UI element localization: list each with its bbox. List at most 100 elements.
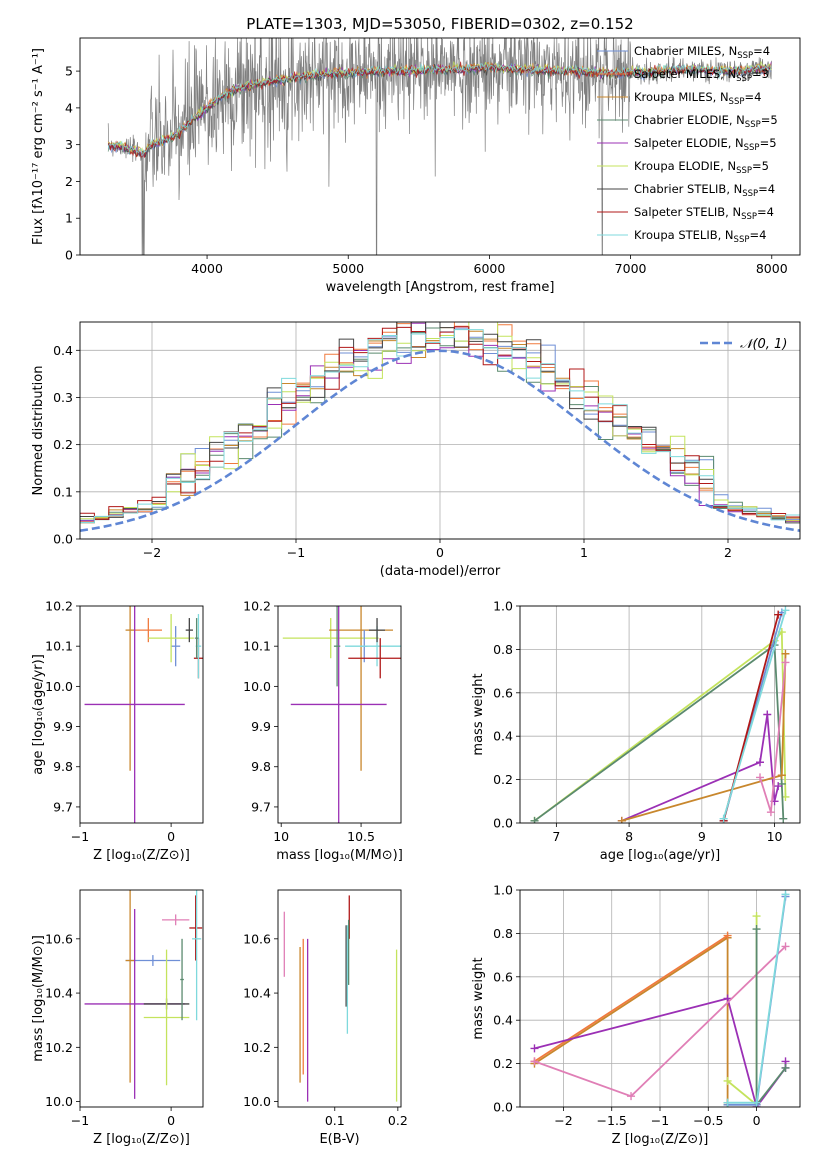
legend-subscript: SSP <box>736 74 752 84</box>
y-tick-label: 10.6 <box>243 931 271 946</box>
y-tick-label: 0.2 <box>493 772 513 787</box>
figure-title: PLATE=1303, MJD=53050, FIBERID=0302, z=0… <box>246 15 633 33</box>
y-tick-label: 10.0 <box>45 679 73 694</box>
x-axis-label: E(B-V) <box>319 1132 359 1147</box>
legend-entry: Salpeter MILES, NSSP=3 <box>634 67 769 84</box>
y-tick-label: 10.4 <box>45 986 73 1001</box>
plot-area <box>107 38 772 255</box>
y-tick-label: 1.0 <box>493 883 513 898</box>
x-tick-label: −0.5 <box>693 1113 723 1128</box>
mass-weight-marker <box>530 1044 539 1053</box>
legend-entry: Kroupa STELIB, NSSP=4 <box>634 228 766 245</box>
legend-subscript: SSP <box>736 166 752 176</box>
panel-mass-vs-Z: −1 0 10.0 10.2 10.4 10.6 Z [log₁₀(Z/Z⊙)] mass [… <box>31 889 204 1147</box>
plot-area <box>530 606 790 823</box>
plot-area <box>530 890 790 1107</box>
panel-residuals: −2 −1 0 1 2 0.0 0.1 0.2 0.3 0.4 (data-model)/error… <box>31 321 801 579</box>
y-axis-label: mass [log₁₀(M/M⊙)] <box>31 935 46 1062</box>
mass-weight-marker <box>752 925 761 934</box>
panel-mass-vs-EBV: 0.1 0.2 10.0 10.2 10.4 10.6 E(B-V) <box>243 889 408 1147</box>
y-tick-label: 2 <box>65 174 73 189</box>
y-tick-label: 0.8 <box>493 642 513 657</box>
x-tick-label: 0 <box>167 829 175 844</box>
x-axis-label: Z [log₁₀(Z/Z⊙)] <box>93 1132 190 1147</box>
legend-nssp: =4 <box>758 182 775 196</box>
mass-weight-marker <box>752 912 761 921</box>
legend-nssp: =4 <box>753 44 770 58</box>
x-tick-label: 6000 <box>474 261 506 276</box>
y-tick-label: 9.7 <box>53 799 73 814</box>
legend-subscript: SSP <box>742 189 758 199</box>
x-tick-label: 5000 <box>332 261 364 276</box>
legend-nssp: =5 <box>752 159 769 173</box>
legend-nssp: =4 <box>744 90 761 104</box>
y-tick-label: 1.0 <box>493 599 513 614</box>
mass-weight-marker <box>779 814 788 823</box>
mass-weight-marker <box>530 816 539 823</box>
x-tick-label: −1 <box>651 1113 669 1128</box>
y-tick-label: 10.0 <box>45 1094 73 1109</box>
legend-entry: Kroupa MILES, NSSP=4 <box>634 90 761 107</box>
residual-histogram-step <box>80 329 800 523</box>
axes-frame <box>79 605 204 824</box>
x-tick-label: 0.1 <box>325 1113 345 1128</box>
axes-frame <box>79 321 801 540</box>
y-tick-label: 10.2 <box>243 599 271 614</box>
y-tick-label: 9.9 <box>251 719 271 734</box>
mass-weight-line <box>533 643 785 822</box>
y-tick-label: 9.9 <box>53 719 73 734</box>
x-tick-label: 0 <box>436 545 444 560</box>
legend-subscript: SSP <box>734 235 750 245</box>
plot-area <box>283 895 398 1102</box>
x-tick-label: 4000 <box>191 261 223 276</box>
y-tick-label: 10.1 <box>243 639 271 654</box>
x-tick-label: 10 <box>273 829 289 844</box>
x-tick-label: −1 <box>71 829 89 844</box>
panel-massweight-vs-Z: −2 −1.5 −1 −0.5 0 0.0 0.2 0.4 0.6 0.8 1.0 Z [log₁₀(… <box>471 883 801 1147</box>
y-tick-label: 9.8 <box>251 759 271 774</box>
y-tick-label: 10.6 <box>45 931 73 946</box>
y-axis-label: mass weight <box>471 957 486 1039</box>
plot-area <box>84 606 203 823</box>
legend-nssp: =5 <box>761 113 778 127</box>
y-tick-label: 10.2 <box>45 599 73 614</box>
legend-nssp: =5 <box>760 136 777 150</box>
legend-entry: 𝒩(0, 1) <box>740 337 787 352</box>
x-axis-label: age [log₁₀(age/yr)] <box>600 848 721 863</box>
y-tick-label: 3 <box>65 137 73 152</box>
legend-subscript: SSP <box>729 97 745 107</box>
legend-subscript: SSP <box>745 120 761 130</box>
mass-weight-line <box>727 916 758 1107</box>
y-tick-label: 0.4 <box>493 1013 513 1028</box>
x-tick-label: 0.2 <box>388 1113 408 1128</box>
y-axis-label: mass weight <box>471 673 486 755</box>
axes-frame <box>519 889 801 1108</box>
x-tick-label: 2 <box>724 545 732 560</box>
mass-weight-marker <box>723 994 732 1003</box>
x-tick-label: 1 <box>580 545 588 560</box>
y-axis-label: Flux [fλ10⁻¹⁷ erg cm⁻² s⁻¹ A⁻¹] <box>31 48 46 245</box>
y-tick-label: 0 <box>65 248 73 263</box>
model-spectrum-line <box>107 62 772 157</box>
y-tick-label: 10.4 <box>243 986 271 1001</box>
x-axis-label: Z [log₁₀(Z/Z⊙)] <box>93 848 190 863</box>
plot-area <box>80 322 800 532</box>
mass-weight-marker <box>756 758 764 767</box>
y-tick-label: 9.8 <box>53 759 73 774</box>
legend-subscript: SSP <box>744 143 760 153</box>
x-tick-label: −1 <box>287 545 305 560</box>
mass-weight-marker <box>627 1092 636 1101</box>
spectrum-legend: Chabrier MILES, NSSP=4 Salpeter MILES, NS… <box>597 44 778 245</box>
y-tick-label: 0.0 <box>493 816 513 831</box>
legend-subscript: SSP <box>741 212 757 222</box>
y-tick-label: 0.2 <box>53 437 73 452</box>
x-tick-label: −2 <box>554 1113 572 1128</box>
y-tick-label: 10.2 <box>243 1040 271 1055</box>
mass-weight-marker <box>752 1098 761 1107</box>
mass-weight-marker <box>723 1076 732 1085</box>
x-axis-label: (data-model)/error <box>380 564 501 579</box>
legend-entry: Chabrier MILES, NSSP=4 <box>634 44 770 61</box>
mass-weight-marker <box>781 890 790 899</box>
x-tick-label: −2 <box>143 545 161 560</box>
